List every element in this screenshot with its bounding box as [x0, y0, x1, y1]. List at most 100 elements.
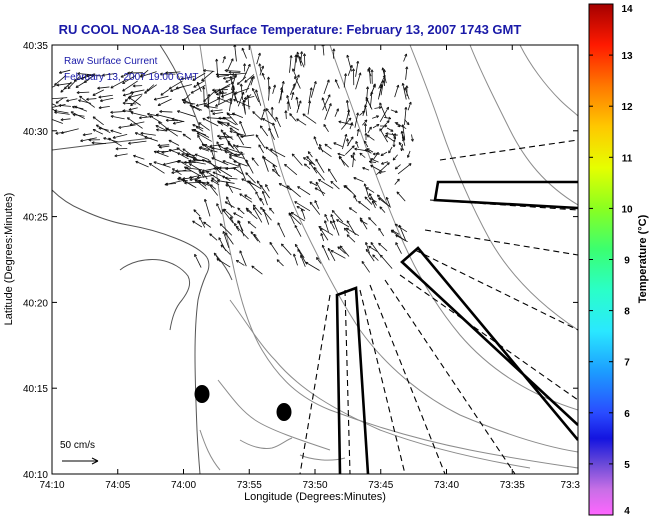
- current-vector: [189, 163, 201, 171]
- current-vector: [218, 144, 225, 150]
- current-vector: [401, 131, 405, 139]
- current-vector: [60, 81, 72, 93]
- current-vector-head: [188, 159, 192, 163]
- current-vector-head: [358, 72, 362, 76]
- current-vector-head: [171, 170, 175, 174]
- current-vector: [370, 242, 382, 257]
- current-vector: [323, 79, 330, 95]
- current-vector-head: [135, 160, 139, 164]
- current-vector: [54, 111, 70, 115]
- current-vector-head: [318, 226, 322, 229]
- current-vector-head: [183, 160, 187, 164]
- current-vector-head: [215, 103, 218, 107]
- current-vector: [239, 121, 246, 135]
- current-vector: [149, 163, 165, 174]
- current-vector-head: [362, 166, 366, 170]
- current-vector: [404, 107, 407, 125]
- current-vector: [203, 86, 205, 105]
- x-tick-label: 74:00: [171, 480, 196, 491]
- current-vector: [371, 115, 379, 119]
- current-vector: [188, 160, 206, 165]
- current-vector: [307, 100, 311, 115]
- current-vector-head: [353, 176, 357, 180]
- current-vector: [212, 112, 224, 115]
- current-vector: [395, 234, 408, 243]
- current-vector: [365, 97, 373, 110]
- current-vector-head: [262, 108, 266, 112]
- current-vector: [194, 179, 208, 190]
- current-vector-head: [396, 191, 400, 195]
- current-vector-head: [405, 66, 409, 70]
- current-vector: [258, 144, 264, 154]
- current-vector-head: [203, 198, 207, 202]
- current-vector: [288, 212, 295, 225]
- current-vector: [296, 118, 307, 126]
- current-vector-head: [309, 161, 312, 165]
- current-vector-head: [300, 51, 304, 55]
- current-vector-head: [180, 77, 184, 81]
- current-vector-head: [386, 162, 390, 166]
- current-vector: [262, 157, 278, 168]
- current-vector: [313, 167, 325, 181]
- current-vector-head: [182, 133, 186, 137]
- current-vector: [198, 122, 210, 131]
- current-vector-head: [253, 207, 256, 211]
- current-vector-head: [346, 54, 350, 58]
- current-vector-head: [203, 69, 206, 73]
- current-vector-head: [160, 92, 164, 96]
- current-vector-head: [362, 110, 366, 114]
- current-vector-head: [77, 72, 81, 76]
- current-vector-head: [297, 186, 301, 190]
- current-vector: [194, 153, 210, 161]
- current-vector: [98, 106, 110, 109]
- current-vector: [308, 87, 312, 102]
- current-vector: [222, 160, 239, 167]
- current-vector: [322, 94, 331, 111]
- current-vector-head: [229, 76, 233, 79]
- current-vector: [359, 152, 366, 158]
- current-vector-head: [228, 70, 232, 74]
- current-vector-head: [365, 187, 369, 191]
- current-vector-head: [364, 196, 368, 200]
- current-vector: [404, 87, 410, 100]
- current-vector-head: [102, 73, 105, 77]
- current-vector-head: [110, 110, 114, 114]
- current-vector-head: [378, 170, 382, 174]
- y-tick-label: 40:30: [23, 127, 48, 138]
- current-vector-head: [157, 143, 161, 147]
- current-vector-head: [209, 144, 213, 148]
- current-vector: [127, 117, 143, 129]
- current-vector-head: [355, 140, 359, 144]
- current-vector-head: [309, 87, 313, 91]
- current-vector: [128, 107, 138, 111]
- current-vector-head: [43, 102, 46, 104]
- current-vector: [272, 168, 281, 177]
- current-vector: [233, 160, 248, 167]
- current-vector-head: [197, 134, 201, 138]
- current-vector: [294, 76, 301, 89]
- y-tick-label: 40:20: [23, 298, 48, 309]
- current-vector-head: [49, 107, 52, 109]
- current-vector-head: [162, 162, 166, 166]
- current-vector: [197, 134, 205, 147]
- current-vector: [378, 75, 386, 89]
- current-vector-head: [314, 187, 318, 191]
- current-vector-head: [395, 242, 399, 246]
- current-vector: [260, 108, 266, 120]
- current-vector-head: [286, 95, 290, 98]
- current-vector: [255, 89, 262, 106]
- current-vector: [182, 177, 194, 180]
- current-vector-head: [371, 200, 375, 204]
- current-vector-head: [395, 234, 399, 238]
- current-vector-head: [245, 172, 249, 176]
- current-vector: [303, 157, 315, 166]
- current-vector-head: [73, 78, 77, 82]
- current-vector: [289, 55, 292, 73]
- current-vector: [226, 112, 238, 126]
- current-vector-head: [241, 178, 245, 182]
- current-vector: [281, 243, 292, 256]
- current-vector-head: [98, 106, 102, 110]
- current-vector: [130, 95, 143, 107]
- current-vector-head: [202, 86, 206, 90]
- current-vector-head: [178, 176, 182, 180]
